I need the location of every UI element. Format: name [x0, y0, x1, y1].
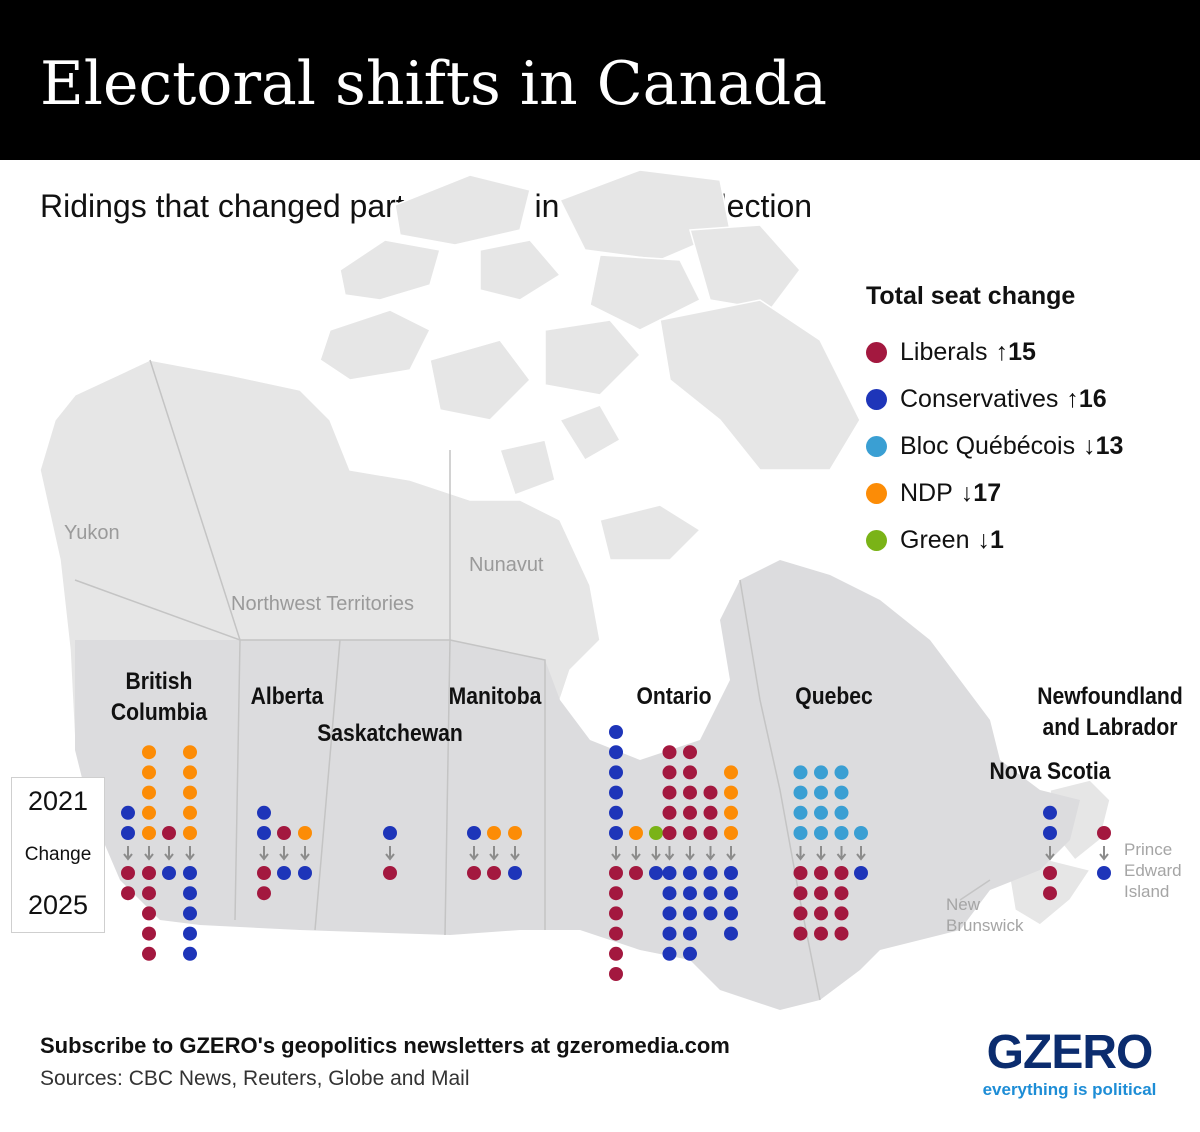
nwt-label: Northwest Territories [231, 593, 415, 615]
chart-title: Electoral shifts in Canada [40, 49, 828, 119]
change-label: Change [24, 844, 92, 865]
legend-change: ↓17 [960, 479, 1002, 507]
saskatchewan-label: Saskatchewan [317, 720, 463, 747]
logo-wordmark: GZERO [986, 1026, 1154, 1079]
legend-change: ↓13 [1083, 432, 1124, 460]
year-2025-label: 2025 [27, 890, 89, 920]
legend-swatch [866, 483, 887, 504]
subscribe-text: Subscribe to GZERO's geopolitics newslet… [40, 1033, 730, 1058]
year-2021-label: 2021 [27, 786, 89, 816]
year-key: 2021 Change 2025 [11, 777, 105, 933]
quebec-label: Quebec [795, 683, 873, 710]
legend-item: Green ↓1 [866, 517, 1123, 564]
alberta-label: Alberta [250, 683, 324, 710]
legend: Total seat change Liberals ↑15 Conservativ… [866, 282, 1123, 564]
logo-tagline: everything is political [982, 1080, 1157, 1099]
yukon-label: Yukon [64, 522, 120, 544]
legend-item: NDP ↓17 [866, 470, 1123, 517]
manitoba-label: Manitoba [448, 683, 542, 710]
legend-item: Bloc Québécois ↓13 [866, 423, 1123, 470]
legend-item: Conservatives ↑16 [866, 376, 1123, 423]
legend-swatch [866, 530, 887, 551]
nova-scotia-label: Nova Scotia [989, 758, 1111, 785]
sources-text: Sources: CBC News, Reuters, Globe and Ma… [40, 1067, 470, 1090]
gzero-logo: GZERO everything is political [977, 1025, 1162, 1099]
legend-party: Conservatives [900, 385, 1059, 413]
legend-party: Bloc Québécois [900, 432, 1076, 460]
legend-change: ↓1 [977, 526, 1004, 554]
legend-swatch [866, 436, 887, 457]
legend-party: Green [900, 526, 970, 554]
title-bar: Electoral shifts in Canada [0, 0, 1200, 160]
bc-label: British Columbia [110, 668, 208, 726]
legend-swatch [866, 389, 887, 410]
pei-label: Prince Edward Island [1124, 840, 1182, 901]
legend-change: ↑16 [1066, 385, 1107, 413]
new-brunswick-label: New Brunswick [946, 895, 1024, 935]
legend-party: Liberals [900, 338, 988, 366]
legend-party: NDP [900, 479, 953, 507]
ontario-label: Ontario [636, 683, 712, 710]
legend-swatch [866, 342, 887, 363]
nunavut-label: Nunavut [469, 554, 544, 576]
newfoundland-label: Newfoundland and Labrador [1037, 683, 1183, 741]
legend-item: Liberals ↑15 [866, 329, 1123, 376]
legend-items: Liberals ↑15 Conservatives ↑16 Bloc Québécoi… [866, 329, 1123, 564]
legend-title: Total seat change [866, 282, 1076, 310]
legend-change: ↑15 [995, 338, 1036, 366]
